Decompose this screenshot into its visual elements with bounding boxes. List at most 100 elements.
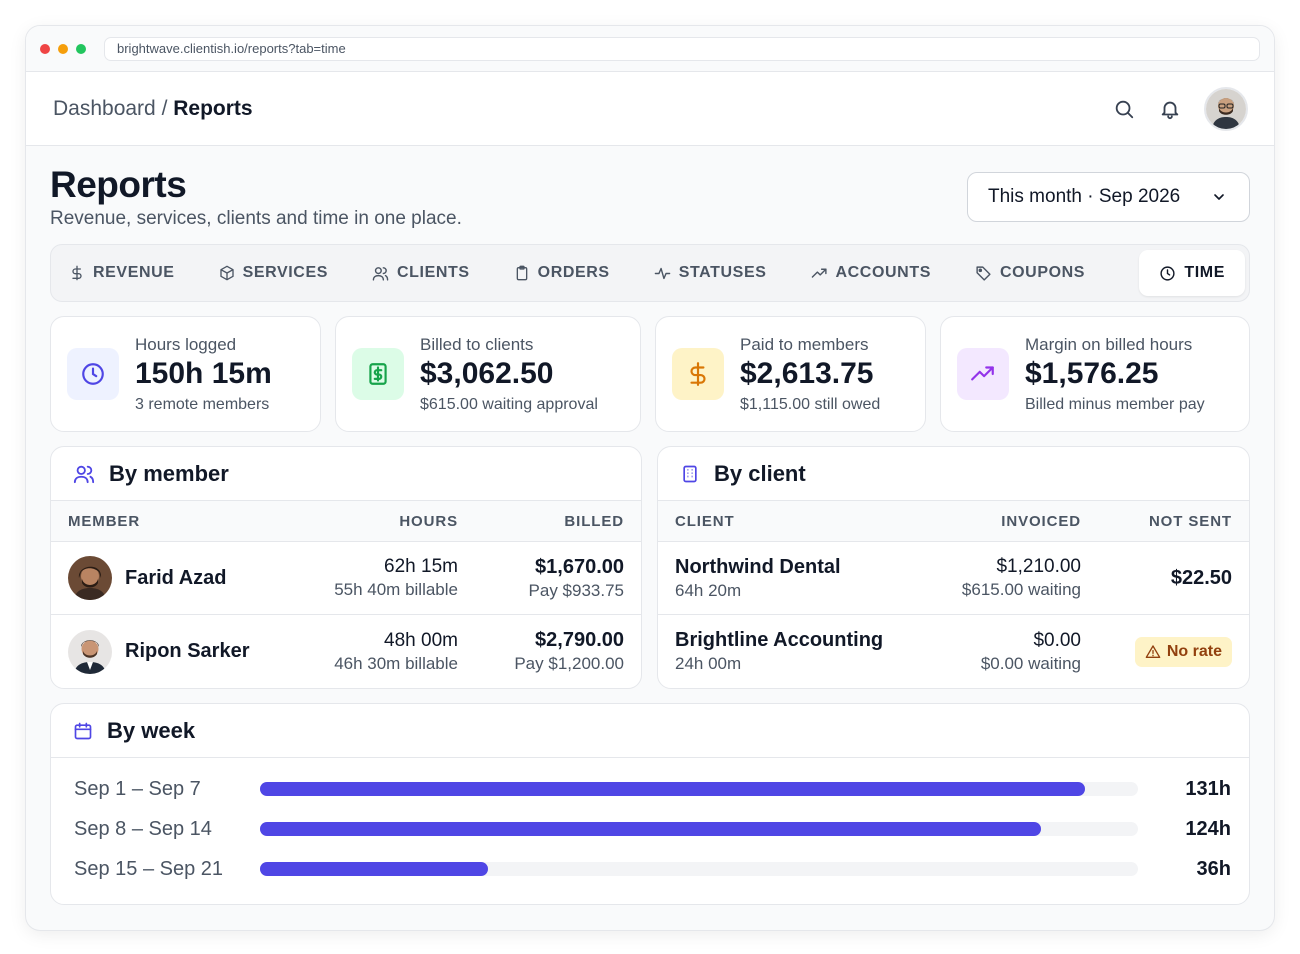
browser-chrome: brightwave.clientish.io/reports?tab=time <box>26 26 1274 72</box>
tab-accounts[interactable]: ACCOUNTS <box>797 250 945 296</box>
billed-value: $1,670.00 <box>535 555 624 578</box>
week-hours: 36h <box>1196 857 1231 880</box>
table-row[interactable]: Northwind Dental 64h 20m $1,210.00 $615.… <box>658 542 1249 615</box>
not-sent-cell: No rate <box>1081 636 1232 667</box>
column-header: NOT SENT <box>1148 512 1232 530</box>
card-header: By client <box>658 447 1249 501</box>
pay-value: Pay $1,200.00 <box>514 654 624 673</box>
avatar-image <box>68 556 112 600</box>
notifications-button[interactable] <box>1150 89 1190 129</box>
minimize-window-dot[interactable] <box>58 43 68 54</box>
page-subtitle: Revenue, services, clients and time in o… <box>50 208 462 229</box>
avatar <box>68 629 112 674</box>
tab-time[interactable]: TIME <box>1139 250 1245 296</box>
dollar-icon <box>690 362 706 386</box>
hours-cell: 62h 15m 55h 40m billable <box>288 556 458 600</box>
week-hours: 124h <box>1185 817 1231 840</box>
no-rate-badge[interactable]: No rate <box>1134 636 1232 667</box>
users-icon <box>73 465 95 483</box>
close-window-dot[interactable] <box>40 43 50 54</box>
not-sent-cell: $22.50 <box>1081 567 1232 590</box>
breadcrumb-dashboard[interactable]: Dashboard <box>53 96 156 120</box>
stat-icon-box <box>672 348 724 400</box>
users-icon <box>372 266 389 281</box>
stat-label: Billed to clients <box>420 334 534 354</box>
search-button[interactable] <box>1104 89 1144 129</box>
client-hours: 64h 20m <box>675 580 742 600</box>
by-week-card: By week Sep 1 – Sep 7 131h Sep 8 – Sep 1… <box>50 703 1250 905</box>
tab-clients[interactable]: CLIENTS <box>358 250 484 296</box>
stat-cards: Hours logged 150h 15m 3 remote members B… <box>50 316 1250 432</box>
card-header: By member <box>51 447 641 501</box>
client-name: Northwind Dental <box>675 555 841 578</box>
avatar-image <box>1206 88 1246 129</box>
trending-up-icon <box>811 268 827 278</box>
invoiced-value: $0.00 <box>1033 629 1081 651</box>
page-title: Reports <box>50 164 187 205</box>
tab-orders-label: ORDERS <box>537 264 610 281</box>
stat-icon-box <box>352 348 404 400</box>
table-header: CLIENT INVOICED NOT SENT <box>658 501 1249 542</box>
search-icon <box>1115 100 1134 118</box>
maximize-window-dot[interactable] <box>76 43 86 54</box>
table-row[interactable]: Ripon Sarker 48h 00m 46h 30m billable $2… <box>51 615 641 688</box>
tab-clients-label: CLIENTS <box>397 264 470 281</box>
avatar <box>68 556 112 600</box>
user-avatar[interactable] <box>1204 86 1248 131</box>
breadcrumb-separator: / <box>155 96 174 120</box>
tab-statuses[interactable]: STATUSES <box>640 250 781 296</box>
period-select[interactable]: This month · Sep 2026 <box>967 172 1250 222</box>
week-progress-track <box>260 782 1138 796</box>
member-name: Farid Azad <box>125 566 227 589</box>
app-window: brightwave.clientish.io/reports?tab=time… <box>26 26 1274 930</box>
period-label: This month · Sep 2026 <box>988 186 1181 207</box>
week-row: Sep 15 – Sep 21 36h <box>51 849 1249 889</box>
stat-billed-to-clients: Billed to clients $3,062.50 $615.00 wait… <box>335 316 641 432</box>
stat-paid-to-members: Paid to members $2,613.75 $1,115.00 stil… <box>655 316 926 432</box>
week-progress-track <box>260 862 1138 876</box>
stat-value: $3,062.50 <box>420 356 554 390</box>
client-name: Brightline Accounting <box>675 629 884 651</box>
column-header: BILLED <box>564 512 624 530</box>
waiting-value: $615.00 waiting <box>961 580 1081 599</box>
week-label: Sep 15 – Sep 21 <box>74 857 224 880</box>
hours-value: 62h 15m <box>384 556 458 577</box>
by-member-card: By member MEMBER HOURS BILLED Farid Azad <box>50 446 642 689</box>
billable-hours: 55h 40m billable <box>334 580 458 599</box>
table-row[interactable]: Brightline Accounting 24h 00m $0.00 $0.0… <box>658 615 1249 688</box>
chevron-down-icon <box>1214 194 1224 200</box>
clock-icon <box>82 363 104 385</box>
bell-icon <box>1161 101 1179 119</box>
breadcrumb: Dashboard / Reports <box>53 97 253 121</box>
member-cell: Farid Azad <box>68 556 288 600</box>
activity-icon <box>654 267 671 279</box>
stat-margin: Margin on billed hours $1,576.25 Billed … <box>940 316 1250 432</box>
table-header: MEMBER HOURS BILLED <box>51 501 641 542</box>
stat-note: Billed minus member pay <box>1025 395 1205 413</box>
card-title: By member <box>109 460 229 486</box>
invoiced-cell: $1,210.00 $615.00 waiting <box>925 556 1081 600</box>
pay-value: Pay $933.75 <box>528 580 624 600</box>
stat-hours-logged: Hours logged 150h 15m 3 remote members <box>50 316 321 432</box>
client-cell: Brightline Accounting 24h 00m <box>675 629 925 674</box>
tab-services[interactable]: SERVICES <box>205 250 342 296</box>
dollar-box-icon <box>369 363 387 385</box>
stat-note: $1,115.00 still owed <box>740 395 881 413</box>
building-icon <box>683 465 697 482</box>
table-row[interactable]: Farid Azad 62h 15m 55h 40m billable $1,6… <box>51 542 641 615</box>
tab-coupons[interactable]: COUPONS <box>961 250 1099 296</box>
column-header: CLIENT <box>675 512 735 530</box>
tab-revenue[interactable]: REVENUE <box>55 250 189 296</box>
tab-time-label: TIME <box>1184 264 1225 281</box>
calendar-icon <box>74 722 92 739</box>
stat-icon-box <box>67 348 119 400</box>
box-icon <box>219 265 234 281</box>
breadcrumb-current: Reports <box>173 96 253 120</box>
trending-up-icon <box>971 366 994 381</box>
column-header: INVOICED <box>1001 512 1081 530</box>
address-bar[interactable]: brightwave.clientish.io/reports?tab=time <box>104 36 1260 61</box>
tab-services-label: SERVICES <box>242 264 328 281</box>
avatar-image <box>68 629 112 674</box>
column-header: MEMBER <box>68 512 141 530</box>
tab-orders[interactable]: ORDERS <box>500 250 624 296</box>
